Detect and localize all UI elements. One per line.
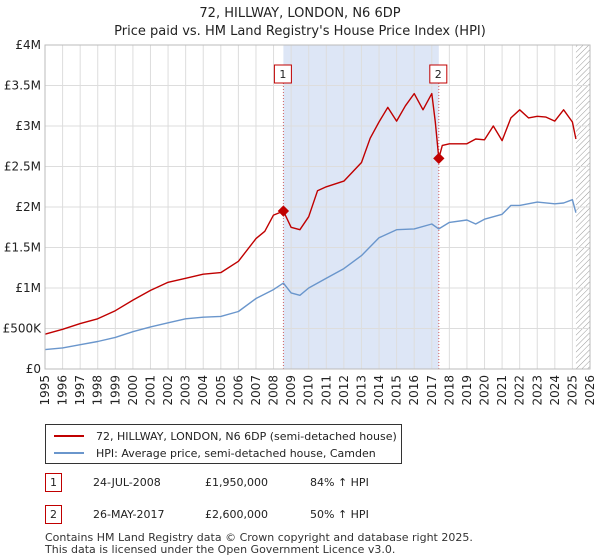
y-tick-label: £2M — [15, 200, 41, 214]
x-tick-label: 2023 — [530, 375, 544, 406]
property-price-line — [44, 92, 577, 335]
x-tick-label: 2000 — [126, 375, 140, 406]
x-tick-label: 2021 — [495, 375, 509, 406]
legend-item-property: 72, HILLWAY, LONDON, N6 6DP (semi-detach… — [54, 428, 397, 444]
chart-title-line1: 72, HILLWAY, LONDON, N6 6DP — [199, 6, 401, 21]
sale-label-box — [429, 64, 448, 84]
x-tick-label: 2004 — [196, 375, 210, 406]
sale-point — [433, 152, 445, 165]
x-tick-label: 2018 — [442, 375, 456, 406]
x-tick-label: 2014 — [372, 375, 386, 406]
x-tick-label: 1998 — [91, 375, 105, 406]
footer: Contains HM Land Registry data © Crown c… — [45, 532, 473, 556]
x-tick-label: 1995 — [38, 375, 52, 406]
legend-swatch-property — [54, 435, 84, 437]
x-tick-label: 2016 — [407, 375, 421, 406]
chart-title-line2: Price paid vs. HM Land Registry's House … — [114, 24, 486, 39]
price-chart: 1 2 £0 £500K £1M £1.5M £2M £2.5M £3M £3.5M £4M 199… — [3, 38, 597, 406]
y-tick-label: £500K — [3, 322, 43, 336]
y-tick-label: £3.5M — [4, 79, 41, 93]
x-tick-label: 2024 — [548, 375, 562, 406]
y-tick-label: £1.5M — [4, 241, 41, 255]
x-tick-label: 2013 — [354, 375, 368, 406]
legend-item-hpi: HPI: Average price, semi-detached house,… — [54, 445, 376, 461]
legend-label-hpi: HPI: Average price, semi-detached house,… — [96, 446, 376, 460]
y-tick-label: £3M — [15, 119, 41, 133]
transaction-hpi: 84% ↑ HPI — [310, 476, 369, 489]
y-tick-label: £1M — [15, 281, 41, 295]
x-tick-label: 2007 — [249, 375, 263, 406]
x-tick-label: 2005 — [214, 375, 228, 406]
sale-label-box — [273, 64, 292, 84]
x-tick-label: 2022 — [513, 375, 527, 406]
x-tick-label: 2008 — [267, 375, 281, 406]
plot-frame — [44, 44, 591, 370]
x-tick-label: 2012 — [337, 375, 351, 406]
transaction-date: 26-MAY-2017 — [93, 508, 165, 521]
y-tick-label: £4M — [15, 38, 41, 52]
x-tick-label: 1999 — [108, 375, 122, 406]
x-tick-label: 2009 — [284, 375, 298, 406]
y-tick-label: £2.5M — [4, 160, 41, 174]
x-tick-label: 2011 — [319, 375, 333, 406]
x-tick-label: 2019 — [460, 375, 474, 406]
transaction-price: £2,600,000 — [205, 508, 268, 521]
x-tick-label: 2020 — [478, 375, 492, 406]
legend-label-property: 72, HILLWAY, LONDON, N6 6DP (semi-detach… — [96, 429, 397, 443]
y-tick-label: £0 — [26, 362, 41, 376]
x-tick-label: 2001 — [143, 375, 157, 406]
footer-line1: Contains HM Land Registry data © Crown c… — [45, 531, 473, 544]
x-tick-label: 2002 — [161, 375, 175, 406]
x-tick-label: 2026 — [583, 375, 597, 406]
x-tick-label: 2015 — [390, 375, 404, 406]
legend-swatch-hpi — [54, 452, 84, 454]
sale-label: 1 — [279, 68, 286, 81]
sale-label: 2 — [435, 68, 442, 81]
transaction-price: £1,950,000 — [205, 476, 268, 489]
x-tick-label: 2006 — [231, 375, 245, 406]
legend: 72, HILLWAY, LONDON, N6 6DP (semi-detach… — [45, 424, 402, 464]
transaction-number: 2 — [45, 505, 62, 524]
transaction-number: 1 — [45, 473, 62, 492]
transaction-date: 24-JUL-2008 — [93, 476, 161, 489]
x-tick-label: 1997 — [73, 375, 87, 406]
sale-point — [277, 205, 290, 217]
footer-line2: This data is licensed under the Open Gov… — [45, 543, 396, 556]
transaction-hpi: 50% ↑ HPI — [310, 508, 369, 521]
x-tick-label: 2025 — [565, 375, 579, 406]
hpi-line — [44, 198, 577, 351]
x-tick-label: 2010 — [302, 375, 316, 406]
x-tick-label: 2017 — [425, 375, 439, 406]
x-tick-label: 1996 — [56, 375, 70, 406]
x-tick-label: 2003 — [179, 375, 193, 406]
